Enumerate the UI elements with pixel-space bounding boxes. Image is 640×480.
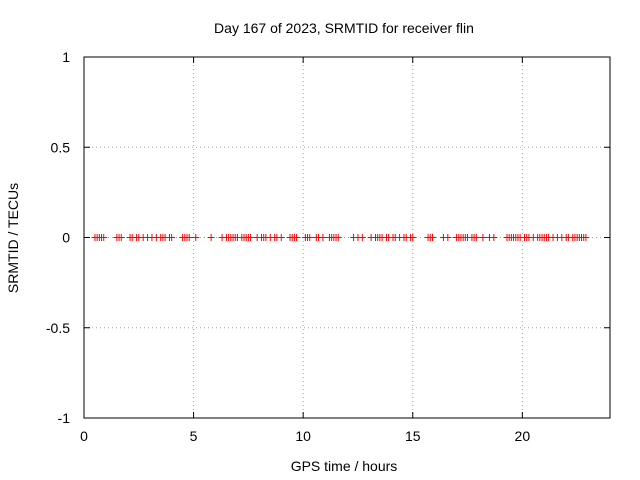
y-tick-label: 0.5 (51, 139, 71, 155)
y-tick-label: 0 (62, 230, 70, 246)
data-point (100, 234, 108, 241)
data-point (277, 234, 285, 241)
data-point (192, 234, 200, 241)
data-point (168, 234, 176, 241)
data-point (472, 234, 480, 241)
data-point (334, 234, 342, 241)
y-tick-label: -0.5 (46, 320, 70, 336)
x-tick-label: 10 (295, 428, 311, 444)
x-axis-label: GPS time / hours (291, 458, 398, 474)
data-point (479, 234, 487, 241)
data-point (409, 234, 417, 241)
data-point (319, 234, 327, 241)
data-point (117, 234, 125, 241)
x-tick-label: 15 (405, 428, 421, 444)
x-tick-label: 20 (515, 428, 531, 444)
axis-ticks: 0 5 10 15 20 1 0.5 0 -0.5 -1 (46, 49, 610, 444)
chart-title: Day 167 of 2023, SRMTID for receiver fli… (214, 20, 474, 36)
y-tick-label: 1 (62, 49, 70, 65)
data-point (582, 234, 590, 241)
data-point (185, 234, 193, 241)
y-axis-label: SRMTID / TECUs (5, 183, 21, 293)
x-tick-label: 5 (190, 428, 198, 444)
plot-frame (83, 56, 611, 419)
data-point (306, 234, 314, 241)
x-tick-label: 0 (80, 428, 88, 444)
data-point (444, 234, 452, 241)
data-point (293, 234, 301, 241)
data-point (207, 234, 215, 241)
data-point (358, 234, 366, 241)
data-point (247, 234, 255, 241)
data-point (490, 234, 498, 241)
data-point (428, 234, 436, 241)
data-points (91, 234, 590, 241)
y-tick-label: -1 (58, 410, 71, 426)
